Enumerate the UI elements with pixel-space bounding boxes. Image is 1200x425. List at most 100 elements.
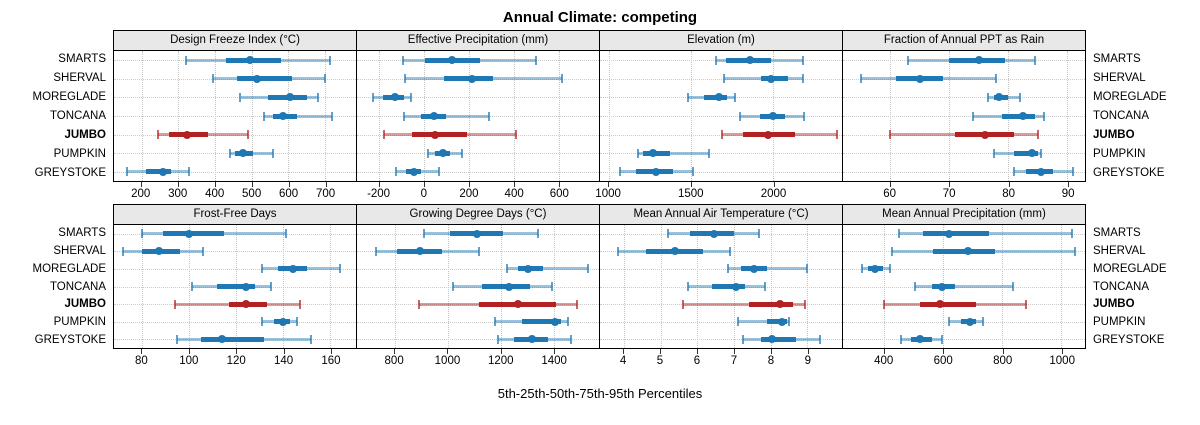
cap-95th bbox=[338, 264, 341, 274]
axis-tick-label: 120 bbox=[226, 355, 246, 367]
median-dot bbox=[410, 167, 419, 176]
axis-tick-label: 1500 bbox=[678, 188, 704, 200]
axis-tick-label: 70 bbox=[942, 188, 956, 200]
row-label-jumbo: JUMBO bbox=[64, 128, 106, 141]
axis-right-pad bbox=[1086, 349, 1197, 371]
row-gridline bbox=[114, 233, 356, 235]
row-gridline bbox=[114, 97, 356, 99]
right-row-labels: SMARTS SHERVAL MOREGLADE TONCANA JUMBO PUMPKI… bbox=[1086, 224, 1197, 349]
row-label-smarts: SMARTS bbox=[1093, 226, 1141, 239]
iqr-bar-25th-75th bbox=[411, 132, 467, 138]
panel-mean-annual-air-temperature-c: Mean Annual Air Temperature (°C) bbox=[599, 204, 843, 349]
axis-strip-0: 200 300 400 500 600 700 -200 0 200 400 600 1000 1500… bbox=[0, 182, 1200, 204]
cap-95th bbox=[437, 167, 440, 177]
row-gridline bbox=[600, 60, 842, 62]
row-label-greystoke: GREYSTOKE bbox=[34, 334, 106, 347]
x-axis-fraction-of-annual-ppt-as-rain: 60 70 80 90 bbox=[842, 182, 1086, 204]
row-gridline bbox=[843, 286, 1085, 288]
median-dot bbox=[746, 56, 755, 65]
cap-5th bbox=[174, 299, 177, 309]
cap-5th bbox=[714, 55, 717, 65]
row-gridline bbox=[357, 339, 599, 341]
iqr-bar-25th-75th bbox=[145, 169, 171, 175]
plot-area bbox=[600, 51, 842, 181]
axis-tick-label: 9 bbox=[804, 355, 812, 367]
cap-5th bbox=[986, 92, 989, 102]
median-dot bbox=[980, 130, 989, 139]
cap-95th bbox=[1039, 148, 1042, 158]
cap-5th bbox=[889, 130, 892, 140]
cap-5th bbox=[261, 264, 264, 274]
cap-95th bbox=[1019, 92, 1022, 102]
axis-tick bbox=[690, 182, 692, 187]
row-gridline bbox=[843, 339, 1085, 341]
cap-5th bbox=[971, 111, 974, 121]
cap-95th bbox=[804, 299, 807, 309]
cap-5th bbox=[496, 334, 499, 344]
row-label-sherval: SHERVAL bbox=[1093, 72, 1146, 85]
left-row-labels: SMARTS SHERVAL MOREGLADE TONCANA JUMBO PUMPKI… bbox=[0, 224, 113, 349]
row-label-sherval: SHERVAL bbox=[53, 244, 106, 257]
whisker-5th-95th bbox=[737, 320, 789, 324]
x-axis-elevation-m: 1000 1500 2000 bbox=[595, 182, 843, 204]
axis-tick-label: 600 bbox=[933, 355, 953, 367]
whisker-5th-95th bbox=[404, 114, 490, 118]
cap-95th bbox=[576, 299, 579, 309]
cap-5th bbox=[736, 317, 739, 327]
median-dot bbox=[769, 112, 778, 120]
median-dot bbox=[431, 130, 440, 139]
axis-tick bbox=[770, 349, 772, 354]
median-dot bbox=[448, 56, 457, 65]
cap-95th bbox=[535, 55, 538, 65]
axis-tick bbox=[423, 182, 425, 187]
cap-5th bbox=[239, 92, 242, 102]
cap-95th bbox=[818, 334, 821, 344]
row-label-smarts: SMARTS bbox=[1093, 53, 1141, 66]
median-dot bbox=[915, 335, 924, 344]
cap-5th bbox=[681, 299, 684, 309]
cap-95th bbox=[567, 317, 570, 327]
row-gridline bbox=[600, 321, 842, 323]
cap-95th bbox=[551, 282, 554, 291]
cap-95th bbox=[729, 246, 732, 256]
median-dot bbox=[185, 229, 194, 238]
median-dot bbox=[524, 264, 533, 273]
cap-5th bbox=[190, 282, 193, 291]
cap-5th bbox=[506, 264, 509, 274]
axis-tick-label: 4 bbox=[619, 355, 627, 367]
x-axis-effective-precipitation-mm: -200 0 200 400 600 bbox=[356, 182, 600, 204]
panel-design-freeze-index-c: Design Freeze Index (°C) bbox=[113, 30, 357, 182]
plot-area bbox=[843, 51, 1085, 181]
median-dot bbox=[472, 229, 481, 238]
cap-95th bbox=[329, 55, 332, 65]
axis-strip-1: 80 100 120 140 160 800 1000 1200 1400 4 5 6 7 8 9 400 60… bbox=[0, 349, 1200, 371]
cap-5th bbox=[890, 246, 893, 256]
cap-5th bbox=[861, 264, 864, 274]
iqr-bar-25th-75th bbox=[200, 336, 265, 342]
right-labels-band-1: SMARTS SHERVAL MOREGLADE TONCANA JUMBO PUMPKI… bbox=[1086, 204, 1197, 349]
axis-tick-label: 400 bbox=[874, 355, 894, 367]
panel-mean-annual-precipitation-mm: Mean Annual Precipitation (mm) bbox=[842, 204, 1086, 349]
cap-5th bbox=[122, 246, 125, 256]
panel-header: Mean Annual Precipitation (mm) bbox=[843, 205, 1085, 225]
cap-5th bbox=[212, 74, 214, 84]
cap-95th bbox=[982, 317, 985, 327]
iqr-bar-25th-75th bbox=[521, 319, 562, 325]
cap-5th bbox=[617, 246, 620, 256]
cap-5th bbox=[906, 55, 909, 65]
axis-tick-label: 5 bbox=[656, 355, 664, 367]
median-dot bbox=[936, 300, 945, 309]
iqr-bar-25th-75th bbox=[236, 76, 292, 82]
median-dot bbox=[158, 167, 167, 176]
cap-95th bbox=[801, 55, 804, 65]
median-dot bbox=[415, 247, 424, 256]
cap-95th bbox=[271, 148, 274, 158]
axis-tick bbox=[288, 182, 290, 187]
iqr-bar-25th-75th bbox=[766, 319, 787, 325]
row-gridline bbox=[114, 268, 356, 270]
cap-5th bbox=[403, 111, 406, 121]
cap-95th bbox=[1036, 130, 1039, 140]
median-dot bbox=[504, 282, 513, 291]
row-label-pumpkin: PUMPKIN bbox=[1093, 147, 1146, 160]
row-gridline bbox=[357, 116, 599, 117]
